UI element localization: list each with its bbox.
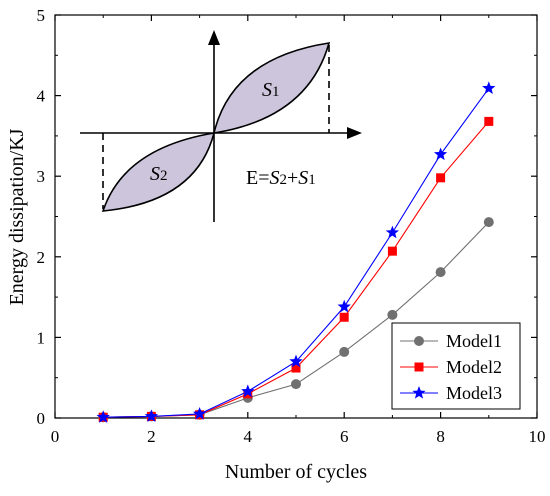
data-point-model2: [436, 173, 446, 183]
inset-horizontal-arrowhead: [347, 127, 362, 139]
x-tick-label: 0: [51, 427, 60, 446]
legend-marker-model3: [412, 386, 426, 399]
data-point-model3: [385, 225, 400, 239]
series-model3: [96, 81, 496, 423]
inset-equation: E=S2+S1: [246, 167, 316, 189]
x-tick-label: 4: [244, 427, 253, 446]
x-tick-label: 10: [529, 427, 546, 446]
data-point-model1: [291, 379, 301, 390]
inset-loop-s2: [101, 132, 216, 212]
data-point-model3: [289, 354, 303, 368]
legend-label-model3: Model3: [446, 383, 502, 403]
data-point-model3: [337, 299, 351, 313]
data-point-model2: [339, 312, 349, 322]
data-point-model2: [387, 246, 397, 256]
data-point-model3: [433, 147, 448, 161]
x-axis-title: Number of cycles: [225, 461, 367, 483]
data-point-model3: [241, 384, 255, 398]
x-tick-label: 8: [436, 427, 445, 446]
inset-equation-prefix: E=: [246, 167, 270, 189]
inset-equation-s2: S: [270, 167, 280, 189]
inset-s2-letter: S: [150, 163, 160, 185]
data-point-model2: [291, 363, 301, 373]
inset-s2-label: S2: [150, 163, 168, 185]
x-tick-label: 2: [147, 427, 156, 446]
data-point-model3: [192, 406, 207, 420]
legend-marker-model1: [414, 336, 424, 346]
y-tick-label: 4: [37, 87, 46, 106]
legend-box: [391, 322, 521, 410]
data-point-model2: [484, 116, 494, 126]
inset-s1-subscript: 1: [272, 84, 280, 100]
y-tick-label: 5: [37, 6, 46, 25]
legend-items: Model1 Model2 Model3: [400, 331, 502, 403]
data-point-model3: [96, 410, 110, 423]
series-layer: [96, 81, 496, 423]
inset-vertical-arrowhead: [208, 30, 220, 45]
data-point-model1: [435, 267, 446, 278]
inset-equation-plus: +: [287, 167, 298, 189]
inset-equation-s2-subscript: 2: [280, 172, 288, 188]
y-tick-label: 2: [37, 248, 46, 267]
data-point-model3: [144, 409, 159, 423]
y-axis-title: Energy dissipation/KJ: [6, 128, 28, 305]
inset-loop-s1: [212, 42, 331, 134]
data-point-model1: [483, 217, 494, 228]
legend-marker-model2: [414, 362, 424, 372]
inset-equation-s1-subscript: 1: [308, 172, 316, 188]
legend-label-model2: Model2: [446, 357, 502, 377]
y-tick-label: 3: [37, 167, 46, 186]
data-point-model1: [387, 309, 398, 320]
inset-s1-letter: S: [262, 79, 272, 101]
x-tick-label: 6: [340, 427, 349, 446]
y-tick-label: 1: [37, 328, 46, 347]
hysteresis-inset: S1 S2 E=S2+S1: [80, 30, 362, 222]
inset-s1-label: S1: [262, 79, 280, 101]
inset-equation-s1: S: [298, 167, 308, 189]
legend: Model1 Model2 Model3: [391, 322, 521, 410]
data-point-model3: [482, 81, 496, 95]
ticks-layer: 0 2 4 6 8 10 0 1 2 3 4 5: [37, 6, 546, 446]
legend-label-model1: Model1: [446, 331, 502, 351]
y-tick-label: 0: [37, 409, 46, 428]
inset-s2-subscript: 2: [160, 168, 168, 184]
data-point-model1: [339, 346, 350, 357]
